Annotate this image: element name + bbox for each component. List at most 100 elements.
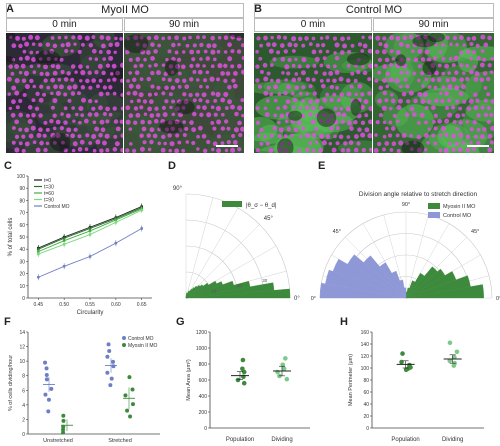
nucleus [201, 92, 207, 98]
data-point [44, 377, 49, 382]
nucleus [382, 90, 387, 96]
nucleus [198, 98, 203, 103]
nucleus [382, 78, 388, 84]
legend-label: Myosin II MO [443, 204, 476, 210]
nucleus [101, 140, 107, 146]
panel-letter-h: H [340, 316, 348, 328]
y-tick-label: 0 [22, 296, 25, 302]
nucleus [457, 147, 463, 153]
nucleus [489, 70, 494, 75]
y-tick-label: 200 [199, 410, 208, 416]
nucleus [458, 132, 464, 138]
nucleus [425, 42, 431, 47]
data-point [49, 386, 54, 391]
nucleus [305, 92, 309, 96]
nucleus [135, 112, 141, 118]
nucleus [77, 34, 83, 41]
nucleus [150, 56, 155, 61]
nucleus [150, 84, 155, 89]
tissue-patch [291, 109, 320, 132]
nucleus [142, 99, 148, 104]
data-point [61, 424, 66, 429]
nucleus [79, 139, 85, 145]
data-point [125, 408, 130, 413]
nucleus [409, 133, 413, 138]
nucleus [314, 70, 319, 75]
nucleus [135, 56, 141, 62]
y-tick-label: 1000 [196, 346, 207, 352]
nucleus [279, 113, 285, 119]
y-tick-label: 100 [17, 174, 26, 180]
nucleus [67, 85, 72, 91]
nucleus [105, 106, 110, 112]
nucleus [220, 71, 225, 76]
nucleus [55, 132, 61, 138]
nucleus [197, 125, 203, 131]
nucleus [353, 119, 358, 125]
nucleus [112, 77, 117, 82]
nucleus [205, 99, 210, 104]
nucleus [444, 91, 450, 96]
nucleus [325, 35, 330, 40]
nucleus [336, 98, 341, 103]
nucleus [308, 42, 313, 47]
nucleus [105, 35, 111, 41]
tissue-patch [384, 33, 424, 61]
nucleus [283, 90, 288, 96]
nucleus [21, 148, 26, 153]
nucleus [43, 147, 48, 153]
nucleus [368, 106, 372, 112]
dark-region [49, 133, 71, 152]
y-tick-label: 40 [363, 402, 369, 408]
nucleus [487, 133, 493, 139]
nucleus [279, 141, 285, 147]
nucleus [80, 70, 86, 76]
nucleus [135, 84, 141, 90]
nucleus [73, 127, 78, 132]
nucleus [300, 70, 306, 76]
nucleus [225, 71, 231, 76]
nucleus [114, 141, 120, 147]
nucleus [367, 91, 372, 96]
nucleus [266, 42, 271, 47]
nucleus [182, 120, 187, 124]
nucleus [164, 127, 170, 132]
nucleus [405, 84, 410, 89]
nucleus [153, 49, 158, 54]
nucleus [112, 147, 118, 152]
nucleus [300, 113, 306, 119]
angle-label: 90° [402, 202, 410, 208]
nucleus [431, 133, 436, 138]
nucleus [203, 49, 208, 54]
nucleus [277, 147, 283, 153]
nucleus [426, 57, 432, 62]
angle-label: 90° [173, 186, 183, 192]
data-point [114, 220, 118, 224]
nucleus [64, 48, 69, 54]
tissue-patch [79, 54, 107, 79]
nucleus [335, 141, 340, 146]
nucleus [195, 63, 200, 68]
nucleus [360, 104, 366, 110]
nucleus [458, 91, 464, 97]
nucleus [14, 119, 20, 125]
nucleus [113, 119, 119, 124]
nucleus [106, 49, 111, 55]
nucleus [398, 41, 404, 47]
nucleus [233, 127, 239, 133]
nucleus [286, 126, 292, 132]
y-tick-label: 20 [363, 414, 369, 420]
nucleus [388, 120, 393, 125]
nucleus [399, 84, 403, 89]
nucleus [161, 77, 166, 82]
nucleus [128, 113, 134, 118]
nucleus [75, 112, 79, 117]
nucleus [162, 112, 168, 118]
nucleus [293, 42, 298, 48]
nucleus [50, 91, 54, 96]
nucleus [91, 106, 96, 111]
nucleus [87, 70, 92, 76]
nucleus [431, 36, 436, 41]
nucleus [63, 120, 68, 125]
nucleus [102, 85, 108, 90]
